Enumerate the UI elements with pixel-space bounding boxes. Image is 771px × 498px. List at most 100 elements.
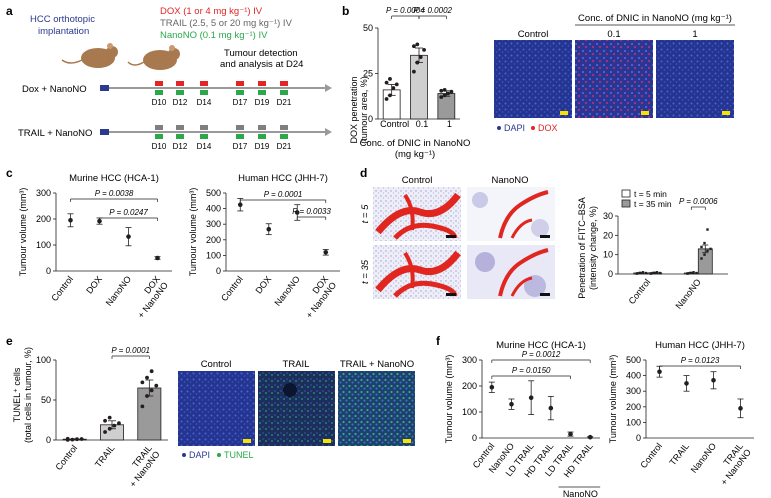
day-label: D10 bbox=[152, 98, 167, 107]
y-tick-label: 50 bbox=[41, 395, 51, 405]
bar bbox=[410, 54, 428, 120]
dose-nanono: NanoNO (0.1 mg kg⁻¹) IV bbox=[160, 30, 268, 41]
nanono-marker bbox=[280, 90, 288, 95]
data-point bbox=[155, 255, 160, 261]
x-tick-label-line: NanoNO bbox=[272, 274, 301, 308]
y-tick-label: 0 bbox=[46, 435, 51, 445]
data-point bbox=[709, 247, 712, 251]
mouse-icon bbox=[127, 45, 180, 70]
chart-tunel: 0 50 100 Control TRAIL TRAIL+ NanoNO P = 0.000… bbox=[36, 346, 168, 489]
nanono-marker bbox=[155, 134, 163, 139]
x-tick-label: Control bbox=[53, 443, 79, 472]
detect-line1: Tumour detection bbox=[224, 48, 298, 59]
data-point bbox=[711, 377, 716, 383]
chart-title: Murine HCC (HCA-1) bbox=[69, 173, 159, 184]
data-point bbox=[684, 381, 689, 386]
y-tick-label: 300 bbox=[462, 355, 477, 365]
data-point bbox=[394, 82, 399, 87]
p-value-label: P = 0.0001 bbox=[111, 346, 150, 355]
y-tick-label: 0 bbox=[368, 114, 373, 124]
y-axis-label: Tumour volume (mm³) bbox=[188, 188, 198, 277]
data-point bbox=[695, 271, 698, 275]
nanono-marker bbox=[236, 90, 244, 95]
data-point bbox=[442, 93, 447, 98]
data-point bbox=[415, 42, 420, 47]
b-image-label-0.1: 0.1 bbox=[607, 29, 620, 40]
data-point bbox=[149, 388, 154, 393]
x-tick-label: 1 bbox=[447, 119, 452, 129]
data-point bbox=[635, 272, 639, 275]
data-point bbox=[641, 271, 645, 274]
x-tick-label: TRAIL bbox=[667, 441, 691, 467]
y-axis-label: Tumour volume (mm³) bbox=[18, 188, 28, 277]
data-point bbox=[149, 369, 154, 374]
data-point bbox=[548, 405, 554, 411]
timeline-arrowhead bbox=[325, 128, 332, 136]
legend-label-t5: t = 5 min bbox=[634, 189, 667, 199]
data-point bbox=[294, 210, 300, 215]
data-point bbox=[107, 426, 112, 431]
x-tick-label-line: NanoNO bbox=[104, 274, 133, 308]
data-point bbox=[266, 226, 272, 232]
x-tick-label: DOX+ NanoNO bbox=[128, 274, 170, 320]
data-point bbox=[509, 401, 514, 407]
data-point bbox=[103, 418, 107, 423]
data-point bbox=[75, 437, 79, 442]
x-tick-label: DOX bbox=[253, 274, 273, 296]
data-point bbox=[140, 404, 145, 409]
b-legend-dox: DOX bbox=[538, 123, 558, 133]
b-image-title: Conc. of DNIC in NanoNO (mg kg⁻¹) bbox=[578, 13, 732, 24]
panel-b: b DOX penetration (tumour area, %) 0 25 50… bbox=[342, 4, 735, 160]
x-tick-label-line: NanoNO bbox=[689, 441, 718, 475]
x-tick-label: TRAIL bbox=[93, 443, 117, 469]
y-tick-label: 100 bbox=[462, 407, 477, 417]
e-legend-tunel: TUNEL bbox=[224, 450, 254, 460]
x-tick-label-line: Control bbox=[380, 119, 409, 129]
data-point bbox=[489, 385, 495, 390]
data-point bbox=[79, 437, 84, 441]
y-tick-label: 0 bbox=[46, 266, 51, 276]
data-point bbox=[391, 86, 396, 90]
micrograph-e-trail-nanono bbox=[338, 371, 415, 446]
dose-marker bbox=[200, 125, 208, 130]
data-point bbox=[145, 375, 149, 380]
micrograph-control bbox=[494, 40, 572, 118]
p-value-label: P = 0.0001 bbox=[264, 190, 303, 199]
x-tick-label: NanoNO bbox=[104, 274, 133, 308]
data-point bbox=[154, 383, 159, 388]
panel-a: a HCC orthotopic implantation DOX (1 or … bbox=[6, 4, 332, 151]
d-ylabel-line2: (intensity change, %) bbox=[588, 206, 598, 290]
x-tick-label: NanoNO bbox=[673, 277, 702, 311]
legend-label-t35: t = 35 min bbox=[634, 199, 672, 209]
group-label-trail-nanono: TRAIL + NanoNO bbox=[18, 128, 92, 139]
data-point bbox=[442, 87, 447, 92]
p-value-label: P = 0.0123 bbox=[681, 356, 720, 365]
data-point bbox=[706, 228, 709, 231]
micrograph-1 bbox=[656, 40, 734, 118]
dose-marker bbox=[176, 81, 184, 86]
y-tick-label: 0 bbox=[472, 433, 477, 443]
x-tick-label-line: Control bbox=[638, 441, 664, 470]
data-point bbox=[689, 271, 692, 275]
x-tick-label: Control bbox=[638, 441, 664, 470]
nanono-marker bbox=[200, 134, 208, 139]
data-point bbox=[140, 380, 145, 385]
data-point bbox=[384, 80, 389, 85]
y-tick-label: 0 bbox=[636, 433, 641, 443]
day-label: D19 bbox=[255, 98, 270, 107]
x-tick-label-line: TRAIL bbox=[93, 443, 117, 469]
detect-line2: and analysis at D24 bbox=[220, 59, 303, 70]
data-point bbox=[649, 272, 653, 275]
x-tick-label: DOX+ NanoNO bbox=[296, 274, 338, 320]
dose-marker bbox=[280, 125, 288, 130]
dose-marker bbox=[176, 125, 184, 130]
e-legend-dapi: DAPI bbox=[189, 450, 210, 460]
p-value-label: P = 0.0002 bbox=[413, 6, 452, 15]
micrograph-e-control bbox=[178, 371, 255, 446]
data-point bbox=[657, 369, 662, 375]
